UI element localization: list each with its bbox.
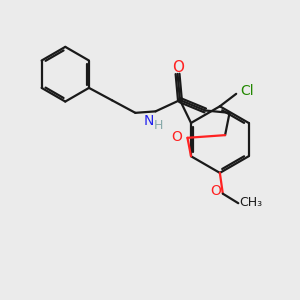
Text: O: O [172, 60, 184, 75]
Text: O: O [172, 130, 182, 144]
Text: CH₃: CH₃ [239, 196, 262, 209]
Text: H: H [154, 119, 163, 132]
Text: N: N [144, 114, 154, 128]
Text: O: O [210, 184, 221, 198]
Text: Cl: Cl [240, 84, 254, 98]
